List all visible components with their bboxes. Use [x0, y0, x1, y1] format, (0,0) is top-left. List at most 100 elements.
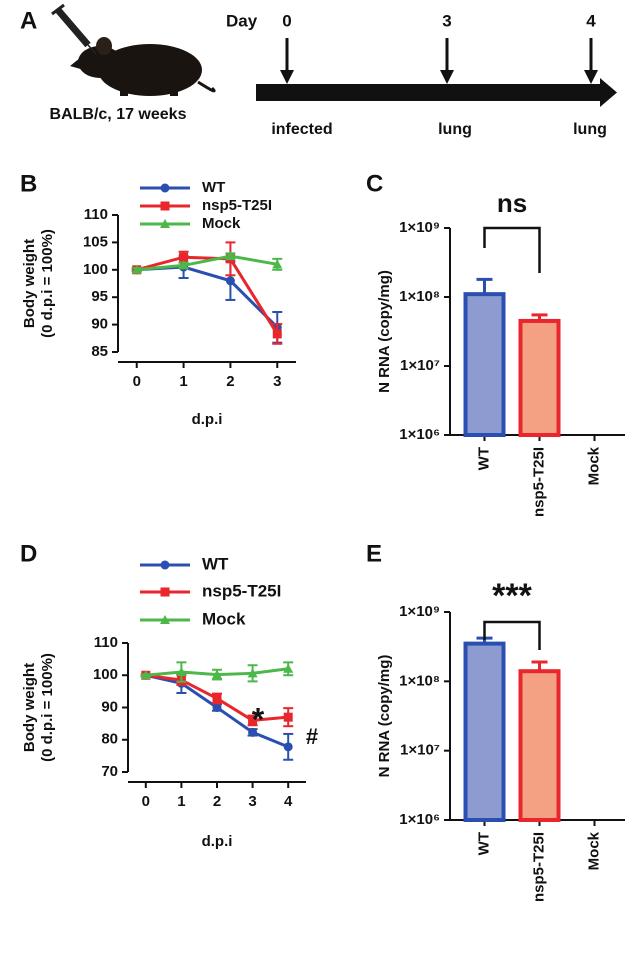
y-axis-label: Body weight — [21, 239, 38, 328]
x-tick-label: 0 — [133, 373, 141, 390]
y-tick-label: 100 — [83, 261, 108, 278]
x-tick-label: 1 — [179, 373, 187, 390]
x-tick-label: WT — [475, 832, 492, 855]
mouse-illustration — [51, 3, 216, 96]
annotation: # — [306, 724, 318, 749]
x-tick-label: 4 — [284, 793, 293, 810]
bar — [463, 641, 506, 822]
y-axis-label: N RNA (copy/mg) — [376, 655, 393, 778]
timeline-arrowhead — [600, 78, 617, 107]
y-tick-label: 110 — [94, 634, 118, 651]
legend-marker — [160, 615, 170, 624]
y-tick-label: 100 — [93, 666, 118, 683]
x-tick-label: nsp5-T25I — [530, 447, 547, 517]
series-line — [136, 254, 278, 272]
event-label: lung — [438, 121, 472, 138]
point — [212, 669, 222, 679]
legend-label: WT — [202, 179, 225, 196]
legend-label: nsp5-T25I — [202, 197, 272, 214]
day-label: Day — [226, 11, 258, 30]
x-tick-label: 3 — [248, 793, 256, 810]
point — [176, 667, 187, 677]
legend-label: Mock — [202, 609, 246, 628]
point — [140, 670, 151, 680]
y-tick-label: 85 — [91, 343, 108, 360]
y-tick-label: 1×10⁷ — [400, 742, 440, 759]
point — [225, 251, 236, 261]
y-tick-label: 1×10⁹ — [399, 219, 440, 236]
point — [225, 276, 235, 286]
point — [179, 252, 189, 262]
day-number: 0 — [282, 11, 291, 30]
legend-marker — [160, 587, 170, 597]
x-tick-label: Mock — [585, 446, 602, 485]
legend-marker — [160, 219, 170, 228]
point — [178, 260, 189, 270]
y-axis-label: (0 d.p.i = 100%) — [39, 653, 56, 762]
point — [212, 703, 222, 712]
x-axis-label: d.p.i — [192, 411, 223, 428]
x-tick-label: nsp5-T25I — [530, 832, 547, 902]
point — [212, 693, 222, 703]
point — [248, 715, 258, 725]
day-number: 4 — [586, 11, 596, 30]
point — [272, 259, 283, 269]
x-axis-label: d.p.i — [202, 833, 233, 850]
day-arrowhead — [584, 70, 598, 84]
y-tick-label: 105 — [83, 233, 108, 250]
x-tick-label: WT — [475, 447, 492, 470]
point — [283, 663, 294, 673]
point — [131, 264, 142, 274]
y-tick-label: 90 — [91, 316, 108, 333]
point — [272, 329, 282, 339]
annotation: * — [252, 701, 265, 737]
panel-label: C — [366, 170, 383, 197]
point — [283, 712, 293, 722]
timeline-bar — [256, 84, 602, 101]
x-tick-label: 3 — [273, 373, 281, 390]
significance-label: ns — [497, 188, 527, 218]
y-tick-label: 1×10⁸ — [399, 288, 440, 305]
x-tick-label: 2 — [213, 793, 221, 810]
point — [248, 727, 258, 737]
y-tick-label: 1×10⁸ — [399, 672, 440, 689]
legend-marker — [160, 183, 170, 193]
event-label: lung — [573, 121, 607, 138]
series-line — [136, 255, 279, 335]
y-axis-label: (0 d.p.i = 100%) — [39, 229, 56, 338]
legend-marker — [160, 560, 170, 570]
legend-label: nsp5-T25I — [202, 581, 281, 600]
y-tick-label: 1×10⁶ — [399, 426, 440, 443]
panel-label: B — [20, 170, 37, 197]
significance-label: *** — [492, 577, 532, 615]
y-tick-label: 80 — [101, 731, 118, 748]
significance-bracket — [483, 226, 541, 273]
bar — [518, 669, 561, 822]
y-tick-label: 70 — [101, 763, 118, 780]
point — [247, 668, 258, 678]
y-tick-label: 95 — [91, 288, 108, 305]
event-label: infected — [271, 121, 332, 138]
day-arrowhead — [440, 70, 454, 84]
day-arrowhead — [280, 70, 294, 84]
panel-label: A — [20, 7, 37, 34]
x-tick-label: Mock — [585, 831, 602, 870]
y-tick-label: 1×10⁷ — [400, 357, 440, 374]
y-tick-label: 90 — [101, 698, 118, 715]
x-tick-label: 2 — [226, 373, 234, 390]
point — [283, 742, 293, 752]
legend-label: Mock — [202, 215, 241, 232]
bar — [518, 318, 561, 438]
significance-bracket — [483, 620, 541, 650]
mouse-label: BALB/c, 17 weeks — [50, 106, 187, 123]
y-tick-label: 110 — [84, 206, 108, 223]
panel-label: D — [20, 540, 37, 567]
y-tick-label: 1×10⁹ — [399, 603, 440, 620]
series-line — [136, 265, 279, 329]
y-axis-label: N RNA (copy/mg) — [376, 270, 393, 393]
legend-marker — [160, 201, 170, 211]
panel-label: E — [366, 540, 382, 567]
day-number: 3 — [442, 11, 451, 30]
y-tick-label: 1×10⁶ — [399, 811, 440, 828]
x-tick-label: 1 — [177, 793, 185, 810]
